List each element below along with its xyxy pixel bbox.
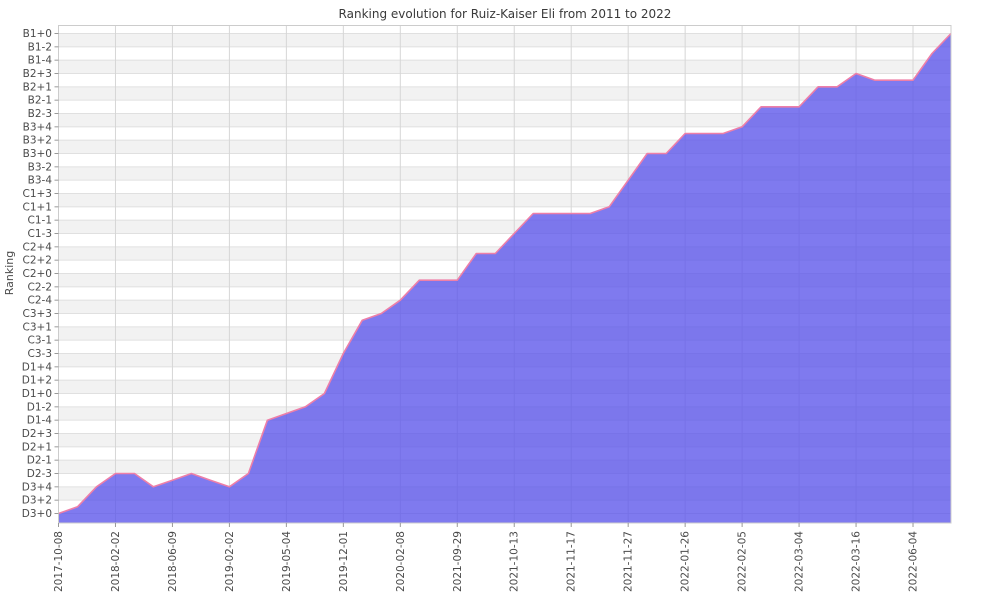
y-tick-label: D1-2	[27, 401, 52, 413]
y-tick-label: C2+0	[23, 268, 53, 280]
background-stripe	[58, 86, 951, 101]
y-tick-label: B3-4	[28, 175, 53, 187]
y-tick-label: C3+3	[23, 308, 53, 320]
y-tick-label: D3+4	[22, 481, 53, 493]
x-tick-label: 2021-11-27	[623, 531, 635, 592]
x-tick-label: 2022-02-05	[737, 531, 749, 592]
y-tick-label: C3+1	[23, 321, 53, 333]
x-tick-label: 2021-10-13	[509, 531, 521, 592]
x-tick-label: 2021-11-17	[566, 531, 578, 592]
x-tick-label: 2018-06-09	[167, 531, 179, 592]
y-tick-label: D3+2	[22, 495, 52, 507]
x-tick-label: 2019-05-04	[281, 531, 293, 592]
background-stripe	[58, 33, 951, 47]
plot-border	[58, 25, 952, 524]
y-tick-label: B3+4	[23, 121, 53, 133]
y-tick-label: C2-4	[28, 295, 53, 307]
x-tick-label: 2021-09-29	[452, 531, 464, 592]
y-tick-label: D1+4	[22, 361, 53, 373]
x-tick-label: 2018-02-02	[110, 531, 122, 592]
y-tick-label: B3-2	[28, 161, 52, 173]
y-tick-label: B2+1	[23, 81, 52, 93]
y-tick-label: B2+3	[23, 68, 52, 80]
y-tick-label: D2-1	[27, 455, 52, 467]
x-tick-label: 2022-06-04	[908, 531, 920, 592]
x-tick-label: 2020-02-08	[395, 531, 407, 592]
background-stripe	[58, 60, 951, 74]
x-tick-label: 2019-02-02	[224, 531, 236, 592]
y-tick-label: C1+1	[23, 201, 53, 213]
ranking-line-series	[58, 32, 952, 515]
y-tick-label: D1+2	[22, 375, 52, 387]
y-tick-label: B2-3	[28, 108, 52, 120]
x-tick-label: 2017-10-08	[53, 531, 65, 592]
y-tick-label: D3+0	[22, 508, 52, 520]
x-tick-label: 2022-01-26	[680, 531, 692, 592]
y-tick-label: B1-2	[28, 41, 52, 53]
y-tick-label: D1-4	[27, 415, 53, 427]
y-tick-label: C1+3	[23, 188, 53, 200]
plot-area: B1+0B1-2 B1-4B2+3B2+1 B2-1B2-3B3+4 B3+2B3+0…	[22, 25, 952, 592]
y-axis-title: Ranking	[3, 251, 16, 296]
ranking-area-series	[58, 33, 951, 523]
y-tick-label: D2-3	[27, 468, 52, 480]
y-tick-label: B1-4	[28, 55, 53, 67]
x-tick-label: 2022-03-04	[794, 531, 806, 592]
y-tick-label: C3-3	[28, 348, 52, 360]
background-stripe	[58, 113, 951, 127]
x-tick-label: 2022-03-16	[851, 531, 863, 592]
y-tick-label: C1-1	[28, 215, 52, 227]
chart-title: Ranking evolution for Ruiz-Kaiser Eli fr…	[339, 7, 672, 21]
y-tick-label: D1+0	[22, 388, 52, 400]
y-tick-label: C2+2	[23, 255, 53, 267]
y-tick-label: C2-2	[28, 281, 52, 293]
y-tick-label: C3-1	[28, 335, 52, 347]
y-tick-label: C1-3	[28, 228, 52, 240]
y-tick-label: B3+2	[23, 135, 52, 147]
y-tick-label: B2-1	[28, 95, 52, 107]
y-tick-label: B3+0	[23, 148, 52, 160]
y-tick-label: D2+1	[22, 441, 52, 453]
y-tick-label: D2+3	[22, 428, 52, 440]
y-tick-label: B1+0	[23, 28, 52, 40]
x-tick-label: 2019-12-01	[338, 531, 350, 592]
y-tick-label: C2+4	[23, 241, 53, 253]
